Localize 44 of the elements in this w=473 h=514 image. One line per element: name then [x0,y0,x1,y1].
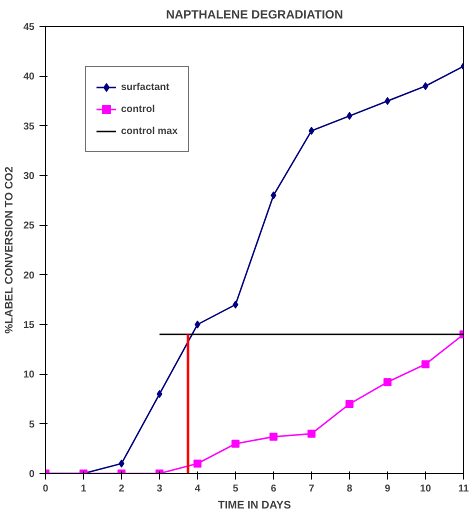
point [232,300,238,309]
point [308,430,316,438]
x-tick-label: 8 [346,484,353,494]
x-tick-label: 10 [420,484,432,494]
y-tick-label: 40 [23,72,35,83]
y-tick-label: 30 [23,171,35,182]
legend-label: control max [121,126,178,136]
x-tick-label: 11 [458,484,470,494]
y-tick-label: 25 [23,220,35,232]
y-tick-label: 15 [23,320,35,331]
point [156,390,162,398]
legend-label: control [121,104,155,114]
x-tick-label: 6 [270,484,277,494]
point [308,126,314,135]
y-tick-label: 45 [23,22,35,33]
y-tick-label: 10 [23,370,35,381]
x-tick-label: 0 [42,484,49,494]
point [270,191,276,200]
x-tick-label: 4 [194,484,201,494]
x-tick-label: 1 [80,484,87,494]
point [194,460,202,468]
y-tick-label: 35 [23,121,35,132]
y-axis-title: %LABEL CONVERSION TO CO2 [3,166,16,334]
point [194,320,200,328]
x-tick-label: 7 [308,484,315,494]
point [422,82,428,90]
x-tick-label: 2 [118,484,125,494]
y-tick-label: 0 [28,469,35,480]
x-tick-label: 5 [232,484,239,494]
point [232,440,240,448]
point [346,400,354,408]
x-tick-label: 9 [384,484,391,494]
point [384,378,392,386]
point [346,112,352,120]
x-tick-label: 3 [156,484,163,494]
legend-label: surfactant [121,82,170,92]
y-tick-label: 20 [23,270,35,282]
chart-title: NAPTHALENE DEGRADIATION [166,8,344,22]
point [118,460,124,468]
point [422,360,430,368]
point [270,432,278,441]
point [384,97,390,105]
x-axis-title: TIME IN DAYS [218,500,291,512]
y-tick-label: 5 [28,419,35,430]
